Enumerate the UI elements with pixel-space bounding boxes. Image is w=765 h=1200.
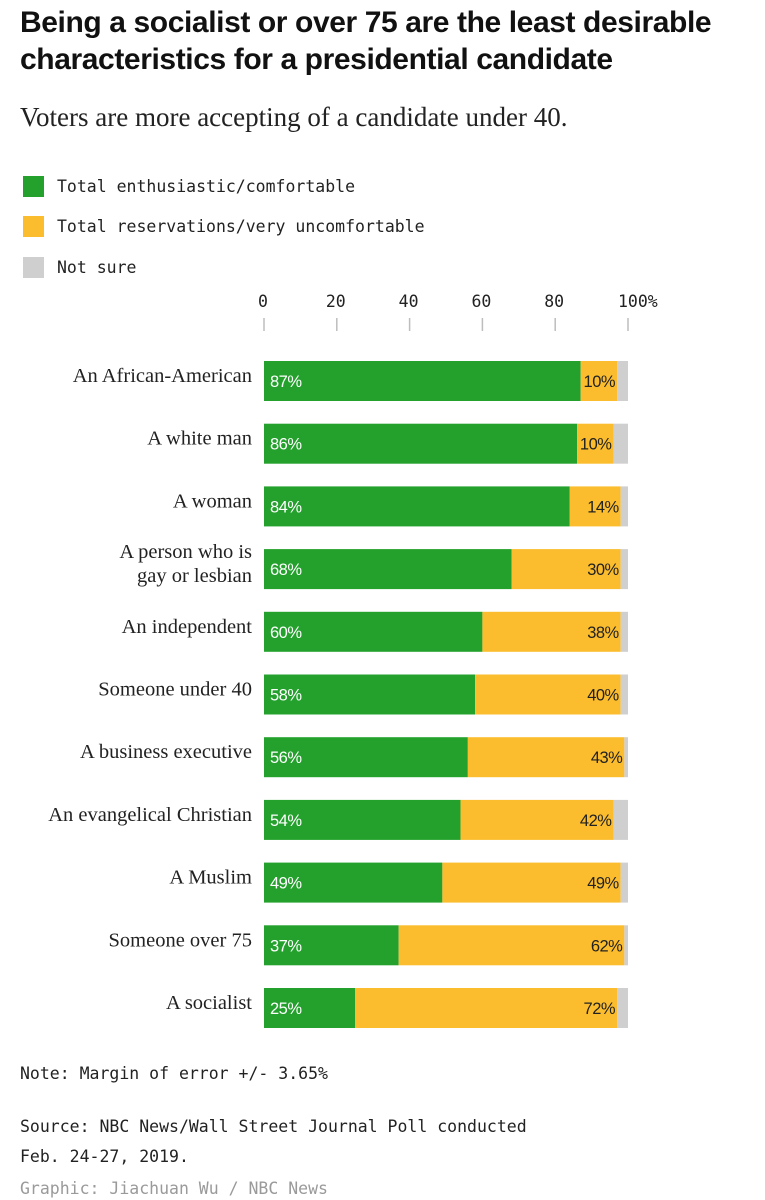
stacked-bar-chart: 0 20 40 60 80 100% 87% 10% An African-American 86… <box>48 292 658 1028</box>
bar-segment <box>264 737 468 778</box>
bar-value-label: 86% <box>270 436 302 454</box>
x-tick-label: 80 <box>544 292 564 311</box>
category-label: A woman <box>173 490 252 512</box>
bar-value-label: 72% <box>584 1000 616 1018</box>
bar-segment <box>620 674 628 715</box>
bar-segment <box>355 988 618 1028</box>
bar-segment <box>620 486 628 527</box>
source-line-2: Feb. 24-27, 2019. <box>20 1147 189 1166</box>
bar-value-label: 58% <box>270 687 302 705</box>
bar-value-label: 49% <box>270 875 302 893</box>
bar-value-label: 56% <box>270 749 302 767</box>
bar-segment <box>264 361 581 401</box>
bar-segment <box>264 423 578 464</box>
category-label: gay or lesbian <box>137 565 252 587</box>
bar-value-label: 87% <box>270 373 302 391</box>
bar-segment <box>482 611 621 652</box>
bar-segment <box>577 423 614 464</box>
category-label: A person who is <box>119 541 252 563</box>
bar-segment <box>467 737 625 778</box>
legend-label-reservations: Total reservations/very uncomfortable <box>57 217 425 236</box>
category-label: Someone under 40 <box>98 679 252 701</box>
bar-segment <box>264 925 399 966</box>
x-tick-label: 60 <box>471 292 491 311</box>
bar-segment <box>620 549 628 590</box>
bar-segment <box>398 925 625 966</box>
bar-segment <box>620 611 628 652</box>
bar-segment <box>624 737 628 778</box>
bar-segment <box>569 486 621 527</box>
bar-segment <box>580 361 618 401</box>
bar-segment <box>442 862 621 903</box>
legend-swatch-reservations <box>23 216 44 237</box>
bar-segment <box>264 486 570 527</box>
bar-segment <box>264 862 443 903</box>
bar-segment <box>264 674 476 715</box>
bar-segment <box>624 925 628 966</box>
bar-segment <box>264 988 355 1028</box>
bar-value-label: 30% <box>587 561 619 579</box>
bar-segment <box>617 361 628 401</box>
legend-swatch-not-sure <box>23 257 44 278</box>
category-label: An independent <box>122 616 253 638</box>
source-line-1: Source: NBC News/Wall Street Journal Pol… <box>20 1117 527 1136</box>
bar-value-label: 60% <box>270 624 302 642</box>
bar-value-label: 38% <box>587 624 619 642</box>
bar-value-label: 25% <box>270 1000 302 1018</box>
bar-segment <box>460 799 614 840</box>
bar-value-label: 49% <box>587 875 619 893</box>
bar-segment <box>475 674 621 715</box>
category-label: A white man <box>147 428 252 450</box>
legend-swatch-enthusiastic <box>23 176 44 197</box>
category-label: A Muslim <box>169 867 252 889</box>
chart-title: Being a socialist or over 75 are the lea… <box>20 6 712 76</box>
bar-segment <box>617 988 628 1028</box>
category-label: A business executive <box>80 741 252 763</box>
bar-value-label: 54% <box>270 812 302 830</box>
bar-value-label: 37% <box>270 937 302 955</box>
legend-label-not-sure: Not sure <box>57 258 137 277</box>
x-tick-label: 100% <box>618 292 658 311</box>
category-label: A socialist <box>166 992 252 1014</box>
category-label: An evangelical Christian <box>48 804 252 826</box>
legend-label-enthusiastic: Total enthusiastic/comfortable <box>57 177 356 196</box>
chart-subtitle: Voters are more accepting of a candidate… <box>20 102 568 132</box>
bar-segment <box>613 799 628 840</box>
x-tick-label: 40 <box>399 292 419 311</box>
x-tick-label: 0 <box>258 292 268 311</box>
category-label: Someone over 75 <box>109 929 252 951</box>
bar-segment <box>511 549 621 590</box>
bar-value-label: 84% <box>270 498 302 516</box>
bar-value-label: 10% <box>584 373 616 391</box>
bar-value-label: 10% <box>580 436 612 454</box>
bar-segment <box>613 423 628 464</box>
bar-value-label: 62% <box>591 937 623 955</box>
bar-segment <box>264 799 461 840</box>
bar-value-label: 14% <box>587 498 619 516</box>
category-label: An African-American <box>73 365 252 387</box>
bar-value-label: 68% <box>270 561 302 579</box>
bar-value-label: 43% <box>591 749 623 767</box>
x-tick-label: 20 <box>326 292 346 311</box>
bar-segment <box>264 611 483 652</box>
bar-value-label: 42% <box>580 812 612 830</box>
bar-segment <box>620 862 628 903</box>
bar-segment <box>264 549 512 590</box>
graphic-credit: Graphic: Jiachuan Wu / NBC News <box>20 1179 328 1198</box>
footnote-margin-of-error: Note: Margin of error +/- 3.65% <box>20 1064 328 1083</box>
bar-value-label: 40% <box>587 687 619 705</box>
